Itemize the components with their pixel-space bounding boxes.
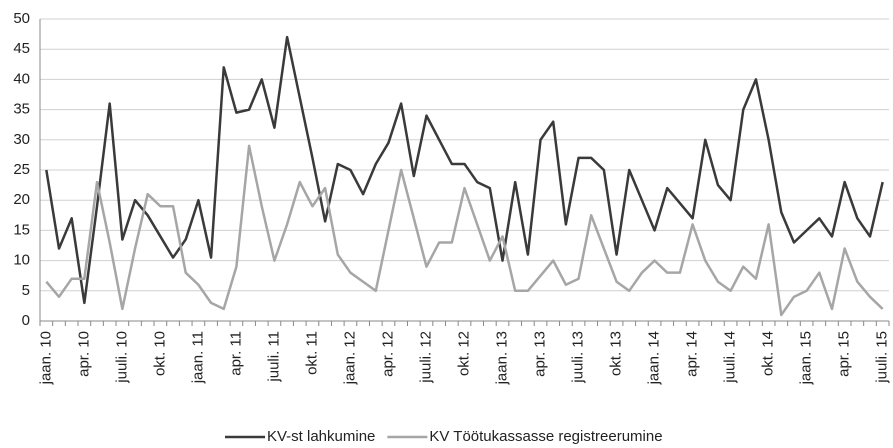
x-tick-label: juuli. 12 [417,331,434,384]
x-tick-label: apr. 10 [75,331,92,377]
x-tick-label: juuli. 11 [265,331,282,383]
x-tick-label: apr. 11 [227,331,244,376]
y-tick-label: 20 [13,191,30,208]
x-tick-label: juuli. 15 [874,331,891,384]
y-tick-label: 35 [13,101,30,118]
series-line [45,35,884,305]
x-tick-label: jaan. 14 [646,331,663,385]
x-tick-label: juuli. 13 [570,331,587,384]
x-tick-label: apr. 13 [531,331,548,377]
x-tick-label: juuli. 14 [722,331,739,384]
x-tick-label: okt. 13 [608,331,625,376]
x-tick-label: apr. 12 [379,331,396,377]
y-tick-label: 25 [13,161,30,178]
x-tick-label: jaan. 13 [493,331,510,385]
x-tick-label: okt. 14 [760,331,777,376]
x-tick-label: okt. 12 [455,331,472,376]
legend-label: KV-st lahkumine [267,428,375,445]
y-tick-label: 50 [13,10,30,27]
x-tick-label: jaan. 11 [189,331,206,384]
x-tick-label: okt. 11 [303,331,320,375]
y-tick-label: 45 [13,40,30,57]
y-tick-label: 5 [22,282,30,299]
x-tick-label: jaan. 12 [341,331,358,385]
legend-label: KV Töötukassasse registreerumine [429,428,662,445]
x-tick-label: jaan. 10 [37,331,54,385]
y-tick-label: 0 [22,312,30,329]
x-tick-label: apr. 15 [836,331,853,377]
y-tick-label: 15 [13,221,30,238]
y-tick-label: 40 [13,70,30,87]
x-tick-label: jaan. 15 [798,331,815,385]
y-tick-label: 30 [13,131,30,148]
x-tick-label: juuli. 10 [113,331,130,384]
y-tick-label: 10 [13,252,30,269]
x-tick-label: okt. 10 [151,331,168,376]
series-line [45,144,884,317]
x-tick-label: apr. 14 [684,331,701,377]
